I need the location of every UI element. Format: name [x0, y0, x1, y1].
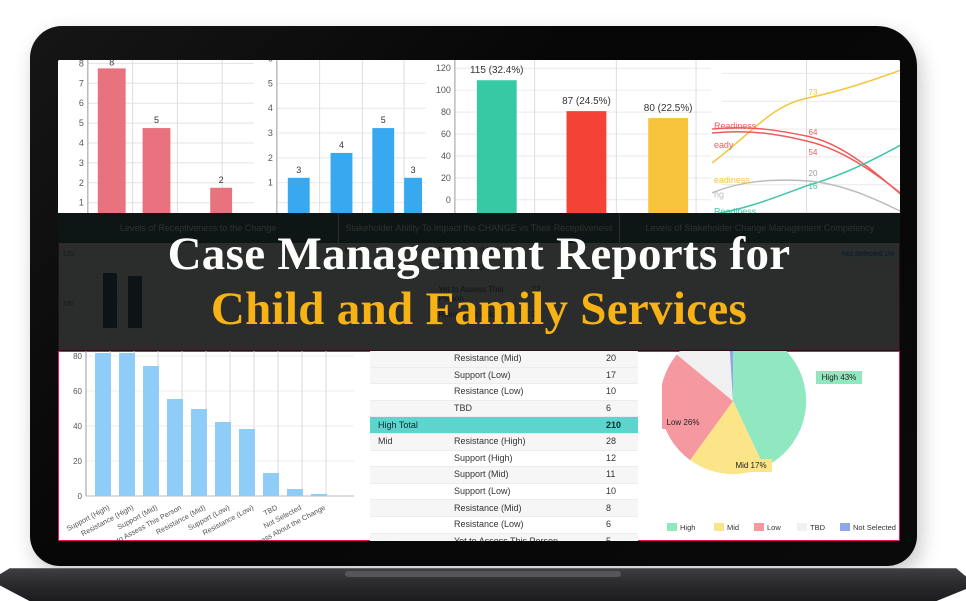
svg-text:Mid 17%: Mid 17%: [735, 461, 766, 470]
svg-text:2: 2: [268, 153, 273, 163]
svg-text:8: 8: [109, 60, 114, 67]
svg-text:Low 26%: Low 26%: [667, 418, 700, 427]
svg-text:60: 60: [73, 387, 82, 396]
svg-text:3: 3: [268, 128, 273, 138]
svg-text:3: 3: [79, 158, 84, 168]
svg-text:3: 3: [296, 165, 301, 175]
svg-text:7: 7: [79, 78, 84, 88]
svg-text:0: 0: [446, 195, 451, 205]
svg-text:0: 0: [78, 492, 83, 501]
svg-text:High 43%: High 43%: [822, 373, 857, 382]
svg-text:Not Selected: Not Selected: [853, 523, 896, 532]
svg-text:5: 5: [381, 115, 386, 125]
svg-text:20: 20: [73, 457, 82, 466]
svg-text:6: 6: [79, 98, 84, 108]
svg-text:eadiness: eadiness: [714, 175, 750, 185]
svg-text:64: 64: [809, 128, 818, 137]
svg-text:80: 80: [441, 107, 451, 117]
svg-text:8: 8: [79, 60, 84, 68]
svg-text:16: 16: [809, 182, 818, 191]
svg-text:4: 4: [268, 103, 273, 113]
svg-text:Mid: Mid: [727, 523, 739, 532]
svg-text:4: 4: [339, 140, 344, 150]
svg-text:5: 5: [154, 115, 159, 125]
svg-text:ng: ng: [714, 190, 724, 200]
svg-text:3: 3: [411, 165, 416, 175]
svg-text:5: 5: [79, 118, 84, 128]
svg-text:80: 80: [73, 352, 82, 361]
svg-text:2: 2: [219, 175, 224, 185]
svg-text:115 (32.4%): 115 (32.4%): [470, 65, 523, 76]
svg-text:High: High: [680, 523, 695, 532]
svg-text:87 (24.5%): 87 (24.5%): [562, 96, 611, 107]
svg-text:40: 40: [441, 151, 451, 161]
svg-text:120: 120: [436, 63, 451, 73]
svg-text:eady: eady: [714, 140, 734, 150]
svg-text:60: 60: [441, 129, 451, 139]
svg-text:54: 54: [809, 148, 818, 157]
svg-text:Low: Low: [767, 523, 781, 532]
svg-text:1: 1: [79, 198, 84, 208]
svg-text:20: 20: [441, 173, 451, 183]
svg-text:80 (22.5%): 80 (22.5%): [644, 103, 693, 114]
svg-text:1: 1: [268, 178, 273, 188]
svg-text:2: 2: [79, 178, 84, 188]
svg-text:4: 4: [79, 138, 84, 148]
svg-text:73: 73: [809, 88, 818, 97]
svg-text:Readiness: Readiness: [714, 121, 757, 131]
svg-text:5: 5: [268, 78, 273, 88]
svg-text:6: 6: [268, 60, 273, 63]
svg-text:40: 40: [73, 422, 82, 431]
svg-text:20: 20: [809, 169, 818, 178]
svg-text:100: 100: [436, 85, 451, 95]
svg-text:TBD: TBD: [810, 523, 826, 532]
